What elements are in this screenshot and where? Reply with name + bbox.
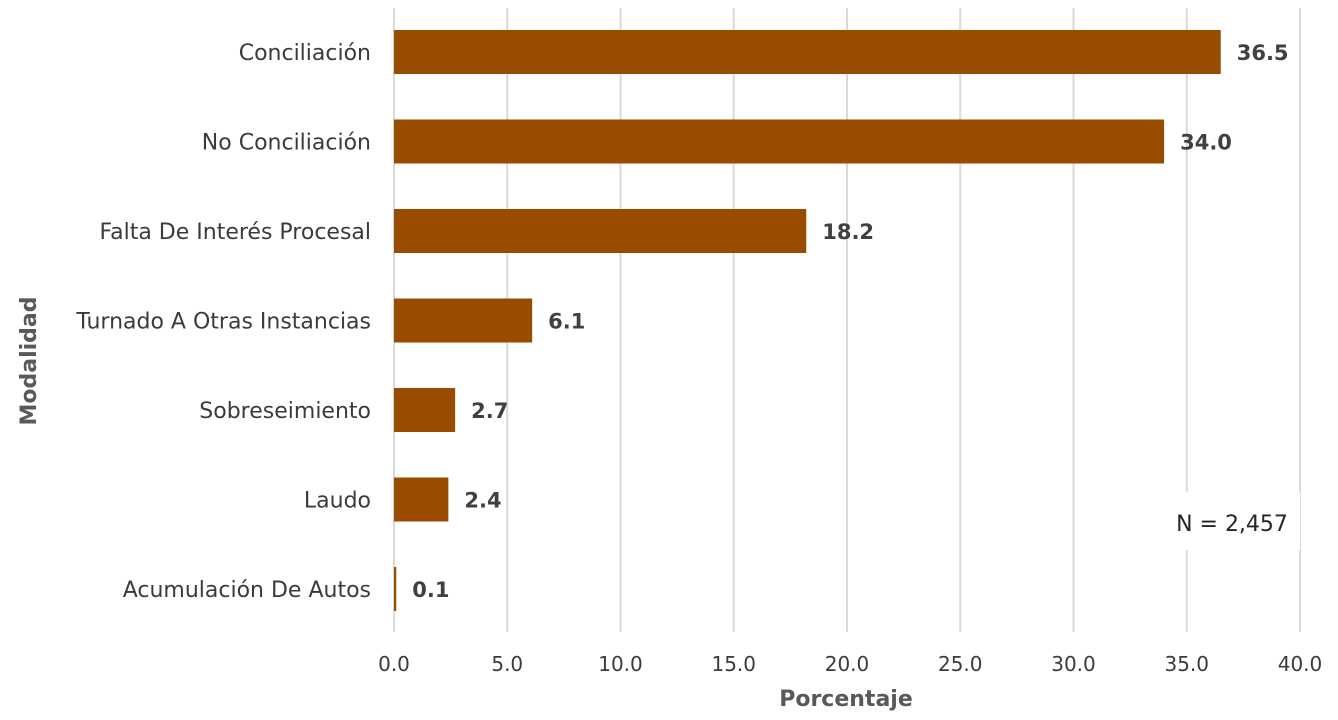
x-tick-label: 0.0 bbox=[378, 652, 410, 676]
category-label: No Conciliación bbox=[202, 131, 371, 156]
category-label: Turnado A Otras Instancias bbox=[75, 310, 371, 335]
category-labels: Conciliación No Conciliación Falta De Inte… bbox=[75, 41, 371, 603]
x-axis-title: Porcentaje bbox=[779, 687, 913, 712]
x-tick-label: 25.0 bbox=[938, 652, 983, 676]
value-labels: 36.5 34.0 18.2 6.1 2.7 2.4 0.1 bbox=[412, 41, 1288, 602]
x-tick-label: 40.0 bbox=[1278, 652, 1323, 676]
data-label: 6.1 bbox=[548, 310, 585, 334]
x-tick-labels: 0.0 5.0 10.0 15.0 20.0 25.0 30.0 35.0 40.0 bbox=[378, 652, 1322, 676]
x-tick-label: 35.0 bbox=[1164, 652, 1209, 676]
category-label: Conciliación bbox=[239, 41, 371, 66]
bar bbox=[394, 209, 807, 253]
bar bbox=[394, 30, 1221, 74]
bar bbox=[394, 298, 533, 343]
bar bbox=[394, 477, 449, 522]
bars bbox=[394, 30, 1221, 611]
data-label: 0.1 bbox=[412, 578, 449, 602]
x-tick-label: 30.0 bbox=[1051, 652, 1096, 676]
category-label: Laudo bbox=[304, 489, 371, 514]
sample-size-annotation: N = 2,457 bbox=[1176, 512, 1288, 537]
data-label: 36.5 bbox=[1237, 41, 1289, 65]
x-tick-label: 5.0 bbox=[491, 652, 523, 676]
y-axis-title: Modalidad bbox=[17, 296, 42, 425]
annotation-background bbox=[1150, 492, 1300, 550]
bar bbox=[394, 388, 456, 432]
data-label: 2.4 bbox=[464, 489, 501, 513]
x-tick-label: 10.0 bbox=[598, 652, 643, 676]
x-tick-label: 15.0 bbox=[711, 652, 756, 676]
data-label: 2.7 bbox=[471, 399, 508, 423]
category-label: Acumulación De Autos bbox=[123, 578, 371, 603]
bar bbox=[394, 567, 397, 611]
category-label: Falta De Interés Procesal bbox=[99, 220, 371, 245]
bar bbox=[394, 119, 1165, 164]
data-label: 34.0 bbox=[1180, 131, 1232, 155]
x-tick-label: 20.0 bbox=[825, 652, 870, 676]
data-label: 18.2 bbox=[822, 220, 874, 244]
category-label: Sobreseimiento bbox=[199, 399, 371, 424]
gridlines bbox=[393, 8, 1301, 632]
